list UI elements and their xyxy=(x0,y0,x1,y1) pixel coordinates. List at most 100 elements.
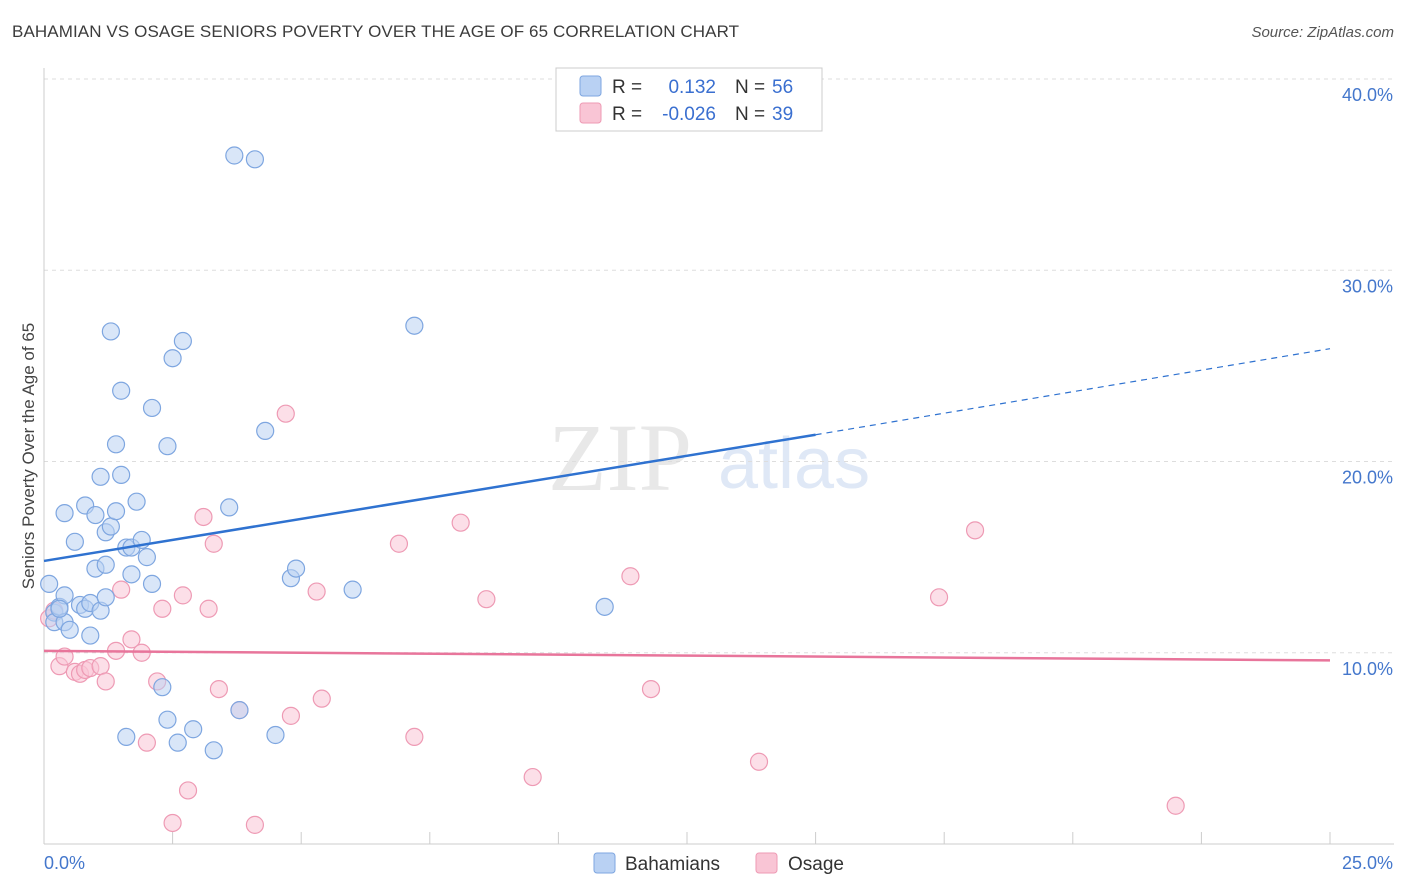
bahamians-point xyxy=(101,322,120,341)
osage-point xyxy=(749,752,769,771)
osage-point xyxy=(1166,796,1185,815)
bahamians-point xyxy=(230,701,249,720)
bahamians-point xyxy=(343,580,362,599)
bahamians-point xyxy=(106,502,126,521)
x-tick-label-max: 25.0% xyxy=(1342,853,1393,873)
watermark-zip: ZIP xyxy=(548,404,692,511)
osage-legend-swatch xyxy=(579,102,602,124)
bahamians-series-swatch xyxy=(593,852,616,874)
x-ticks xyxy=(172,832,1331,844)
osage-point xyxy=(194,507,213,527)
osage-point xyxy=(204,534,223,553)
gridlines xyxy=(44,78,1394,654)
bahamians-point xyxy=(60,620,79,639)
osage-point xyxy=(199,599,218,618)
osage-point xyxy=(405,727,424,747)
osage-point xyxy=(91,657,110,676)
osage-point xyxy=(307,582,326,601)
osage-point xyxy=(137,733,156,752)
bahamians-series-label: Bahamians xyxy=(625,854,720,875)
legend-r-label-1: R = xyxy=(612,77,642,98)
osage-point xyxy=(451,513,470,532)
osage-point xyxy=(477,590,496,609)
bahamians-point xyxy=(168,733,187,752)
osage-point xyxy=(112,580,131,599)
bahamians-point xyxy=(122,565,141,584)
bahamians-point xyxy=(266,725,285,745)
bahamians-point xyxy=(142,574,162,594)
bahamians-point xyxy=(245,150,265,169)
bahamians-point xyxy=(163,349,182,368)
osage-point xyxy=(245,815,265,834)
bahamians-point xyxy=(91,467,110,486)
osage-point xyxy=(929,588,949,607)
bahamians-legend-swatch xyxy=(579,75,602,97)
chart-title: BAHAMIAN VS OSAGE SENIORS POVERTY OVER T… xyxy=(12,22,740,41)
bahamians-point xyxy=(142,398,162,418)
bahamians-point xyxy=(40,574,59,594)
bahamians-point xyxy=(173,331,192,351)
series-legend: Bahamians Osage xyxy=(593,852,844,875)
legend-r-value-2: -0.026 xyxy=(662,104,716,125)
watermark-atlas: atlas xyxy=(718,424,870,504)
osage-point xyxy=(178,781,198,800)
bahamians-point xyxy=(65,532,84,551)
bahamians-point xyxy=(595,597,614,616)
bahamians-point xyxy=(81,626,100,645)
bahamians-point xyxy=(112,381,131,400)
bahamians-point xyxy=(225,146,244,165)
bahamians-point xyxy=(405,316,424,335)
y-tick-labels: 10.0% 20.0% 30.0% 40.0% xyxy=(1342,85,1393,679)
bahamians-points xyxy=(40,146,614,760)
legend-r-value-1: 0.132 xyxy=(668,77,716,98)
bahamians-point xyxy=(220,498,239,517)
axes xyxy=(43,68,1394,845)
osage-series-label: Osage xyxy=(788,854,844,875)
osage-point xyxy=(523,767,542,787)
bahamians-point xyxy=(158,710,177,729)
osage-point xyxy=(276,404,295,423)
stats-legend: R = 0.132 N = 56 R = -0.026 N = 39 xyxy=(555,67,823,132)
osage-point xyxy=(312,689,331,708)
osage-point xyxy=(122,630,141,649)
bahamians-point xyxy=(86,505,105,525)
osage-point xyxy=(281,706,301,725)
bahamians-point xyxy=(153,678,172,697)
osage-point xyxy=(96,672,115,691)
legend-n-label-2: N = xyxy=(735,104,765,125)
trend-lines xyxy=(43,348,1331,662)
bahamians-point xyxy=(117,727,136,747)
y-tick-label-20: 20.0% xyxy=(1342,468,1393,488)
y-tick-label-40: 40.0% xyxy=(1342,85,1393,105)
bahamians-point xyxy=(112,465,131,484)
bahamians-trend-extension xyxy=(815,348,1331,436)
osage-point xyxy=(153,599,172,618)
legend-n-label-1: N = xyxy=(735,77,765,98)
source-label: Source: ZipAtlas.com xyxy=(1251,24,1394,41)
osage-point xyxy=(55,647,74,666)
bahamians-point xyxy=(158,437,177,456)
bahamians-point xyxy=(127,492,146,511)
x-tick-label-min: 0.0% xyxy=(44,853,85,873)
osage-point xyxy=(163,813,182,833)
bahamians-point xyxy=(96,588,115,607)
bahamians-point xyxy=(50,599,69,618)
osage-point xyxy=(641,679,661,699)
y-tick-label-30: 30.0% xyxy=(1342,276,1393,296)
bahamians-point xyxy=(101,517,120,536)
bahamians-point xyxy=(106,435,126,454)
y-axis-label: Seniors Poverty Over the Age of 65 xyxy=(19,323,38,589)
osage-point xyxy=(173,586,192,605)
osage-point xyxy=(621,567,640,586)
watermark: ZIP atlas xyxy=(548,404,870,511)
osage-trend-line xyxy=(43,649,1331,662)
bahamians-trend-line xyxy=(43,433,816,563)
bahamians-point xyxy=(204,741,223,760)
legend-r-label-2: R = xyxy=(612,104,642,125)
bahamians-point xyxy=(96,555,115,574)
legend-n-value-1: 56 xyxy=(772,77,793,98)
osage-point xyxy=(209,679,228,699)
bahamians-point xyxy=(55,504,74,523)
legend-n-value-2: 39 xyxy=(772,104,793,125)
